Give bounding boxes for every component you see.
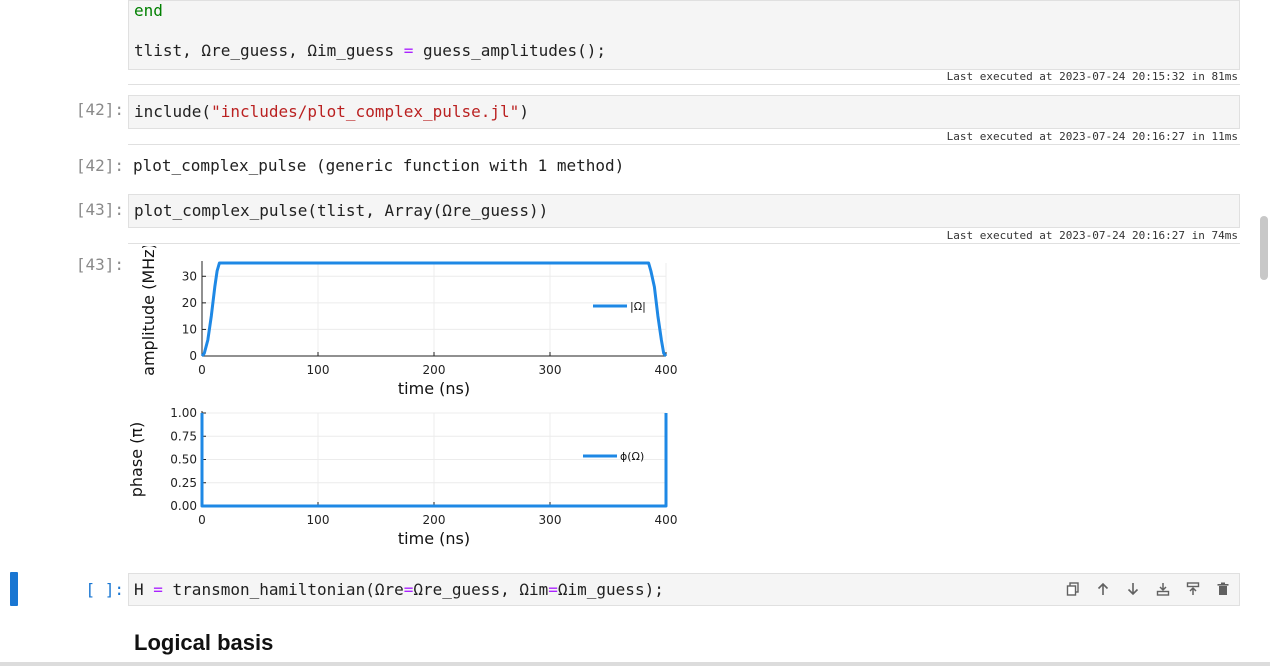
insert-below-icon[interactable] bbox=[1152, 578, 1174, 600]
y-tick-label: 0 bbox=[189, 349, 197, 363]
pulse-plot: 0 100 200 300 400 0 10 20 30 time (ns) amplitude (… bbox=[128, 246, 678, 548]
y-axis-label: phase (π) bbox=[128, 422, 146, 497]
x-tick-label: 400 bbox=[655, 513, 678, 527]
legend-label: |Ω| bbox=[630, 300, 646, 313]
code-assign-lhs: tlist, Ωre_guess, Ωim_guess bbox=[134, 41, 404, 60]
input-prompt-43: [43]: bbox=[75, 200, 124, 219]
x-tick-label: 200 bbox=[423, 513, 446, 527]
x-tick-label: 400 bbox=[655, 363, 678, 377]
code-line-include: include("includes/plot_complex_pulse.jl"… bbox=[134, 102, 529, 121]
exec-time-a: Last executed at 2023-07-24 20:15:32 in … bbox=[946, 70, 1238, 83]
code-h-mid1: transmon_hamiltonian(Ωre bbox=[162, 580, 404, 599]
markdown-heading: Logical basis bbox=[134, 630, 274, 655]
scrollbar-thumb[interactable] bbox=[1260, 216, 1268, 280]
x-tick-label: 100 bbox=[307, 363, 330, 377]
x-tick-label: 300 bbox=[539, 513, 562, 527]
code-h-eq2: = bbox=[403, 580, 414, 599]
code-assign-op: = bbox=[403, 41, 414, 60]
y-tick-label: 10 bbox=[182, 322, 197, 336]
code-line-end: end bbox=[134, 1, 163, 20]
y-tick-label: 0.50 bbox=[170, 453, 197, 467]
x-tick-label: 0 bbox=[198, 513, 206, 527]
arrow-up-icon[interactable] bbox=[1092, 578, 1114, 600]
input-prompt-new: [ ]: bbox=[85, 580, 124, 599]
y-tick-label: 0.00 bbox=[170, 499, 197, 513]
code-include-fn: include( bbox=[134, 102, 212, 121]
code-line-assign: tlist, Ωre_guess, Ωim_guess = guess_ampl… bbox=[134, 41, 606, 60]
code-include-close: ) bbox=[519, 102, 529, 121]
x-tick-label: 0 bbox=[198, 363, 206, 377]
code-h-end: Ωim_guess); bbox=[557, 580, 664, 599]
legend-label: ϕ(Ω) bbox=[620, 450, 644, 463]
horizontal-scrollbar[interactable] bbox=[0, 662, 1270, 666]
code-h-eq1: = bbox=[153, 580, 163, 599]
code-h-mid2: Ωre_guess, Ωim bbox=[413, 580, 549, 599]
code-cell-plot[interactable]: plot_complex_pulse(tlist, Array(Ωre_gues… bbox=[128, 194, 1240, 228]
cell-toolbar bbox=[1062, 578, 1234, 600]
output-prompt-43: [43]: bbox=[75, 255, 124, 274]
code-h-eq3: = bbox=[548, 580, 558, 599]
exec-time-42: Last executed at 2023-07-24 20:16:27 in … bbox=[946, 130, 1238, 143]
x-tick-label: 100 bbox=[307, 513, 330, 527]
y-tick-label: 30 bbox=[182, 269, 197, 283]
y-tick-label: 0.75 bbox=[170, 429, 197, 443]
x-axis-label: time (ns) bbox=[398, 529, 470, 548]
y-axis-label: amplitude (MHz) bbox=[139, 246, 158, 376]
x-tick-label: 300 bbox=[539, 363, 562, 377]
output-prompt-42: [42]: bbox=[75, 156, 124, 175]
divider bbox=[128, 243, 1240, 244]
x-tick-label: 200 bbox=[423, 363, 446, 377]
output-text-42: plot_complex_pulse (generic function wit… bbox=[133, 156, 625, 175]
y-tick-label: 0.25 bbox=[170, 476, 197, 490]
arrow-down-icon[interactable] bbox=[1122, 578, 1144, 600]
series-line bbox=[200, 261, 668, 357]
code-cell-hamiltonian[interactable]: H = transmon_hamiltonian(Ωre=Ωre_guess, … bbox=[128, 573, 1240, 606]
active-cell-indicator bbox=[10, 572, 18, 606]
trash-icon[interactable] bbox=[1212, 578, 1234, 600]
y-tick-label: 1.00 bbox=[170, 406, 197, 420]
code-cell-include[interactable]: include("includes/plot_complex_pulse.jl"… bbox=[128, 95, 1240, 129]
divider bbox=[128, 144, 1240, 145]
y-tick-label: 20 bbox=[182, 296, 197, 310]
copy-icon[interactable] bbox=[1062, 578, 1084, 600]
code-cell-guess[interactable]: end tlist, Ωre_guess, Ωim_guess = guess_… bbox=[128, 0, 1240, 70]
code-line-hamiltonian: H = transmon_hamiltonian(Ωre=Ωre_guess, … bbox=[134, 580, 664, 599]
x-axis-label: time (ns) bbox=[398, 379, 470, 398]
code-assign-rhs: guess_amplitudes(); bbox=[413, 41, 607, 60]
input-prompt-42: [42]: bbox=[75, 100, 124, 119]
insert-above-icon[interactable] bbox=[1182, 578, 1204, 600]
series-line bbox=[200, 413, 668, 508]
divider bbox=[128, 84, 1240, 85]
exec-time-43: Last executed at 2023-07-24 20:16:27 in … bbox=[946, 229, 1238, 242]
code-h-lhs: H bbox=[134, 580, 154, 599]
code-include-path: "includes/plot_complex_pulse.jl" bbox=[211, 102, 520, 121]
code-line-plot: plot_complex_pulse(tlist, Array(Ωre_gues… bbox=[134, 201, 549, 220]
